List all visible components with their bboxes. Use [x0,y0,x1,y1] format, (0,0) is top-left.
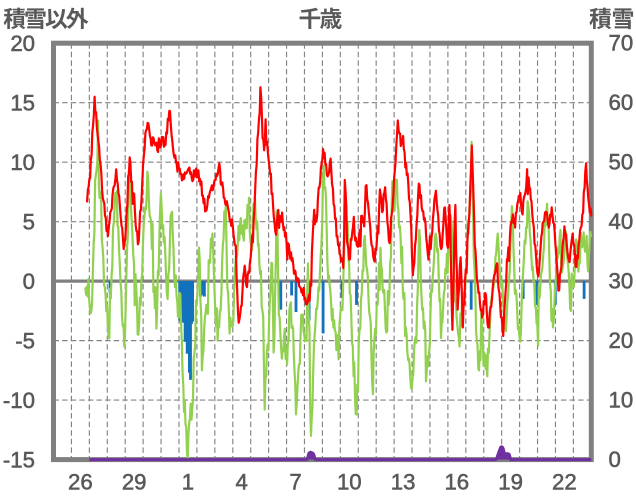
svg-text:13: 13 [391,470,416,495]
svg-text:1: 1 [182,470,194,495]
svg-text:5: 5 [23,210,35,235]
svg-text:60: 60 [609,90,634,115]
svg-text:16: 16 [444,470,469,495]
svg-text:0: 0 [23,269,35,294]
svg-text:15: 15 [10,91,35,116]
svg-text:50: 50 [609,150,634,175]
svg-text:22: 22 [552,470,577,495]
svg-text:7: 7 [289,470,301,495]
svg-text:10: 10 [10,150,35,175]
svg-text:-5: -5 [15,328,35,353]
svg-text:20: 20 [10,31,35,56]
svg-text:-15: -15 [3,447,35,472]
svg-text:26: 26 [68,470,93,495]
svg-text:20: 20 [609,328,634,353]
svg-text:10: 10 [337,470,362,495]
svg-text:70: 70 [609,31,634,56]
svg-text:19: 19 [498,470,523,495]
svg-text:0: 0 [609,447,621,472]
svg-text:40: 40 [609,209,634,234]
svg-text:4: 4 [236,470,248,495]
svg-text:29: 29 [122,470,147,495]
svg-text:30: 30 [609,268,634,293]
svg-text:-10: -10 [3,388,35,413]
svg-text:10: 10 [609,387,634,412]
